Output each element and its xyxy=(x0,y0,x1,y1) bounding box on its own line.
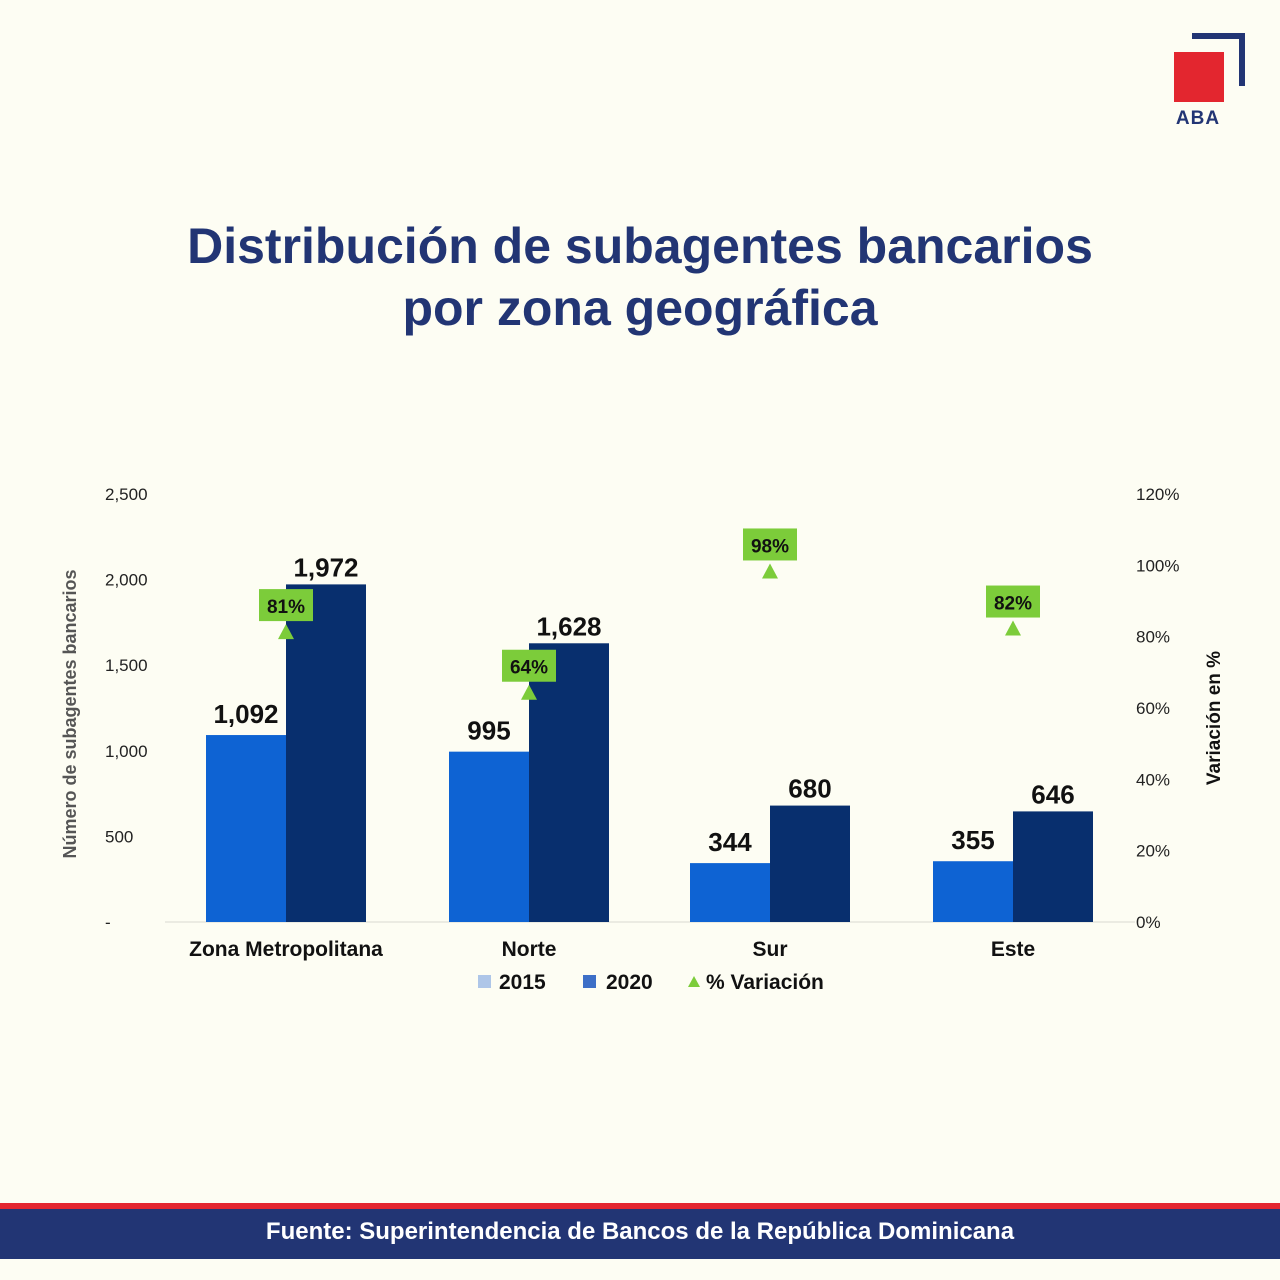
footer-accent-line xyxy=(0,1203,1280,1209)
y2-tick-label: 40% xyxy=(1136,770,1170,789)
variation-label: 64% xyxy=(510,658,548,679)
legend-marker-variation xyxy=(688,976,700,987)
variation-marker xyxy=(278,624,294,640)
variation-marker xyxy=(521,684,537,700)
legend-label-2020: 2020 xyxy=(606,971,653,994)
y2-tick-label: 0% xyxy=(1136,913,1161,932)
y-axis-title: Número de subagentes bancarios xyxy=(60,569,80,858)
data-label-2020: 1,628 xyxy=(536,611,601,641)
x-tick-label: Zona Metropolitana xyxy=(189,938,383,961)
y2-tick-label: 80% xyxy=(1136,628,1170,647)
data-label-2015: 355 xyxy=(951,825,994,855)
y-tick-label: 1,000 xyxy=(105,742,148,761)
y-tick-label: 1,500 xyxy=(105,656,148,675)
title-line-1: Distribución de subagentes bancarios xyxy=(187,218,1093,274)
y2-tick-label: 20% xyxy=(1136,842,1170,861)
variation-marker xyxy=(762,563,778,579)
bar-2020 xyxy=(1013,811,1093,922)
aba-logo xyxy=(1174,33,1245,102)
bar-2015 xyxy=(933,861,1013,922)
title-line-2: por zona geográfica xyxy=(402,280,878,336)
logo-frame-shape xyxy=(1192,33,1245,86)
x-tick-label: Este xyxy=(991,938,1035,961)
bar-2020 xyxy=(529,643,609,922)
y2-axis-title: Variación en % xyxy=(1204,651,1225,785)
variation-label: 82% xyxy=(994,594,1032,615)
page-title: Distribución de subagentes bancarios por… xyxy=(0,215,1280,339)
legend-swatch-2020 xyxy=(583,975,596,988)
x-tick-label: Norte xyxy=(502,938,557,961)
bar-2020 xyxy=(770,805,850,922)
variation-label-box xyxy=(986,585,1040,618)
variation-label: 81% xyxy=(267,597,305,618)
bar-chart: - 500 1,000 1,500 2,000 2,500 0% 20% 40% 60% 80% 10… xyxy=(60,485,1225,994)
y2-tick-label: 60% xyxy=(1136,699,1170,718)
source-footer: Fuente: Superintendencia de Bancos de la… xyxy=(0,1209,1280,1259)
data-label-2015: 995 xyxy=(467,716,510,746)
y-tick-label: - xyxy=(105,913,111,932)
data-label-2015: 344 xyxy=(708,827,752,857)
bar-2015 xyxy=(449,751,529,922)
bar-2020 xyxy=(286,584,366,922)
y-tick-label: 2,500 xyxy=(105,485,148,504)
variation-label: 98% xyxy=(751,536,789,557)
variation-marker xyxy=(1005,620,1021,636)
bar-2015 xyxy=(206,735,286,922)
y-tick-label: 2,000 xyxy=(105,571,148,590)
variation-label-box xyxy=(259,589,313,622)
data-label-2020: 1,972 xyxy=(293,552,358,582)
data-label-2020: 646 xyxy=(1031,779,1074,809)
x-tick-label: Sur xyxy=(752,938,787,961)
logo-text: ABA xyxy=(1175,108,1221,129)
y-tick-label: 500 xyxy=(105,827,133,846)
legend-label-2015: 2015 xyxy=(499,971,546,994)
bar-2015 xyxy=(690,863,770,922)
y2-tick-label: 120% xyxy=(1136,485,1179,504)
legend-label-variation: % Variación xyxy=(706,971,824,994)
variation-label-box xyxy=(502,649,556,682)
data-label-2020: 680 xyxy=(788,774,831,804)
variation-label-box xyxy=(743,528,797,561)
legend-swatch-2015 xyxy=(478,975,491,988)
y2-tick-label: 100% xyxy=(1136,556,1179,575)
logo-red-square xyxy=(1174,52,1224,102)
data-label-2015: 1,092 xyxy=(213,699,278,729)
